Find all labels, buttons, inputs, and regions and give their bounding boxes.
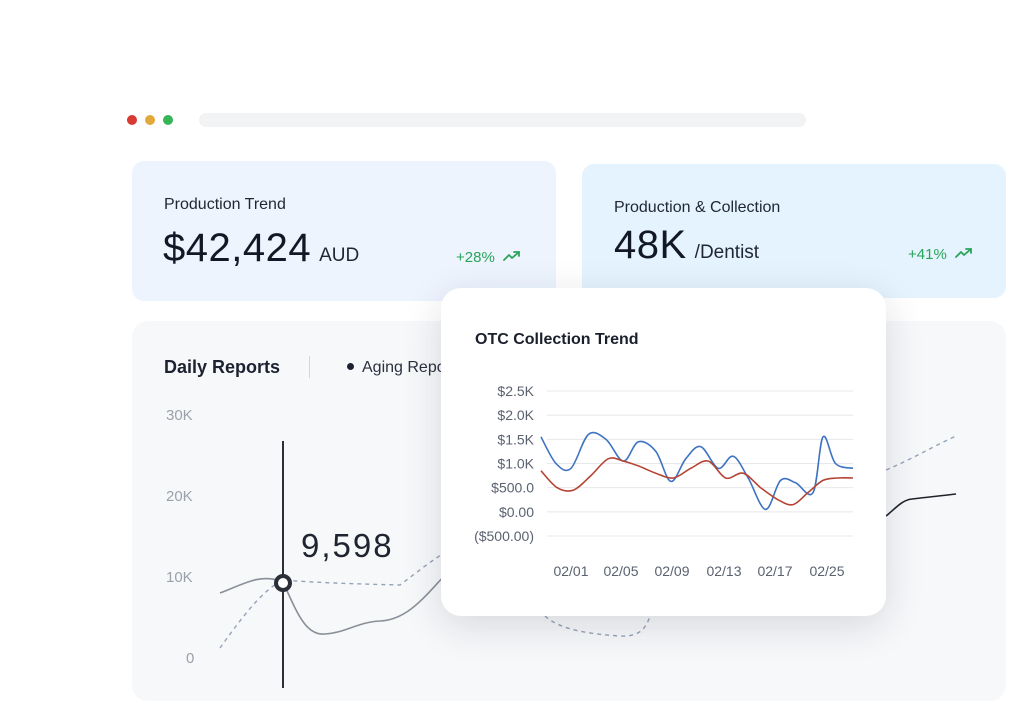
hover-value-readout: 9,598: [301, 527, 394, 564]
window-minimize-dot[interactable]: [145, 115, 155, 125]
window-close-dot[interactable]: [127, 115, 137, 125]
production-trend-unit: AUD: [319, 245, 360, 266]
dashed-series-line: [219, 551, 447, 649]
production-collection-delta-text: +41%: [908, 246, 947, 263]
trend-up-icon: [955, 248, 972, 258]
otc-x-tick-label: 02/17: [757, 563, 792, 579]
production-collection-amount: 48K: [614, 223, 687, 267]
production-collection-card: [582, 164, 1006, 298]
production-trend-card: [132, 161, 556, 301]
otc-x-tick-label: 02/25: [809, 563, 844, 579]
production-collection-value: 48K/Dentist: [614, 223, 759, 268]
production-collection-delta: +41%: [908, 246, 973, 263]
title-separator: [309, 356, 310, 378]
hover-point-marker[interactable]: [274, 574, 292, 592]
otc-collection-trend-card: OTC Collection Trend $2.5K $2.0K $1.5K $1.0…: [441, 288, 886, 616]
solid-series-line: [885, 493, 957, 517]
otc-chart-title: OTC Collection Trend: [475, 331, 639, 348]
dashed-series-line: [885, 435, 957, 471]
otc-x-tick-label: 02/09: [654, 563, 689, 579]
production-trend-title: Production Trend: [164, 196, 286, 213]
otc-series-line-2: [540, 457, 854, 506]
address-bar[interactable]: [199, 113, 806, 127]
daily-y-tick: 0: [186, 650, 195, 667]
otc-y-tick-label: ($500.00): [474, 528, 534, 544]
otc-y-tick-label: $1.0K: [497, 456, 534, 472]
aging-reports-legend[interactable]: Aging Repo: [347, 359, 446, 377]
dashed-series-line: [544, 615, 651, 637]
daily-y-tick: 20K: [166, 488, 193, 505]
solid-series-line: [219, 573, 447, 635]
daily-reports-title: Daily Reports: [164, 357, 281, 377]
otc-y-tick-label: $1.5K: [497, 431, 534, 447]
production-trend-amount: $42,424: [163, 226, 312, 270]
window-maximize-dot[interactable]: [163, 115, 173, 125]
production-trend-value: $42,424 AUD: [163, 226, 359, 271]
production-trend-delta-text: +28%: [456, 249, 495, 266]
otc-series-line-1: [540, 431, 854, 511]
otc-y-tick-label: $0.00: [499, 504, 534, 520]
otc-x-tick-label: 02/05: [603, 563, 638, 579]
otc-x-tick-label: 02/01: [553, 563, 588, 579]
production-trend-delta: +28%: [456, 249, 521, 266]
daily-y-tick: 10K: [166, 569, 193, 586]
daily-y-tick: 30K: [166, 407, 193, 424]
otc-y-tick-label: $500.0: [491, 480, 534, 496]
otc-x-tick-label: 02/13: [706, 563, 741, 579]
trend-up-icon: [503, 251, 520, 261]
otc-y-tick-label: $2.5K: [497, 383, 534, 399]
production-collection-unit: /Dentist: [694, 242, 760, 263]
otc-y-tick-label: $2.0K: [497, 407, 534, 423]
otc-collection-chart: $2.5K $2.0K $1.5K $1.0K $500.0 $0.00 ($500.00)…: [474, 383, 854, 579]
production-collection-title: Production & Collection: [614, 199, 781, 216]
